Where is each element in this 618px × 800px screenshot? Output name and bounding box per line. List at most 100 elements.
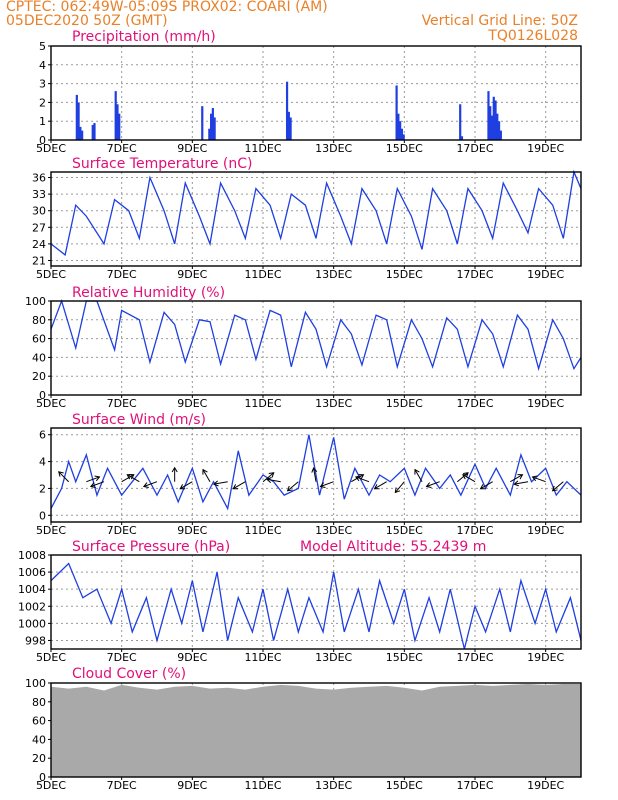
temp-xtick-label: 13DEC <box>315 268 352 281</box>
pres-xtick-label: 19DEC <box>527 651 564 664</box>
precip-bar <box>397 113 400 140</box>
wind-ytick-label: 4 <box>39 456 46 469</box>
cloud-ytick-label: 60 <box>32 715 46 728</box>
precip-bar <box>400 128 403 140</box>
wind-panel: 0 2 4 6 5DEC 7DEC 9DEC 11DEC 13DEC 15DEC 17DEC 19DE… <box>36 427 582 537</box>
wind-arrow-head <box>94 475 101 482</box>
wind-arrow-head <box>354 475 361 482</box>
wind-arrow-head <box>89 482 96 488</box>
pres-xtick-label: 17DEC <box>456 651 493 664</box>
temp-xtick-label: 17DEC <box>456 268 493 281</box>
wind-arrow-head <box>232 484 239 490</box>
wind-arrow <box>121 474 135 483</box>
wind-arrow-head <box>394 487 401 494</box>
precip-ytick-label: 3 <box>39 78 46 91</box>
precip-bar <box>460 136 464 140</box>
wind-arrow <box>552 481 564 492</box>
wind-arrow-head <box>414 468 420 475</box>
pres-frame <box>50 554 582 650</box>
pres-xtick-label: 7DEC <box>107 651 137 664</box>
wind-arrow-head <box>126 474 133 480</box>
precip-bar <box>213 117 216 140</box>
rh-xtick-label: 7DEC <box>107 397 137 410</box>
rh-ytick-label: 40 <box>32 351 46 364</box>
wind-arrow <box>143 481 158 487</box>
cloud-xtick-label: 5DEC <box>36 779 66 792</box>
wind-arrow <box>426 481 440 487</box>
precip-ytick-label: 4 <box>39 59 46 72</box>
precip-bar <box>93 123 96 140</box>
cloud-xtick-label: 17DEC <box>456 779 493 792</box>
wind-arrow <box>287 481 299 492</box>
header-grid-note: Vertical Grid Line: 50Z <box>421 13 578 29</box>
wind-arrow <box>86 476 100 483</box>
wind-arrow <box>90 481 105 487</box>
cloud-panel: 0 20 40 60 80 100 5DEC 7DEC 9DEC 11DEC 13DEC 15DEC 1… <box>25 677 582 792</box>
wind-arrow-head <box>311 466 318 473</box>
precip-bar <box>395 85 398 140</box>
wind-xtick-label: 15DEC <box>386 524 423 537</box>
precip-bar <box>116 104 119 140</box>
precip-title: Precipitation (mm/h) <box>72 29 216 45</box>
precip-bar <box>289 117 292 140</box>
wind-arrow-head <box>513 480 520 487</box>
wind-arrow <box>313 467 317 482</box>
wind-arrow <box>510 474 523 483</box>
temp-xtick-label: 5DEC <box>36 268 66 281</box>
pres-xtick-label: 13DEC <box>315 651 352 664</box>
wind-arrow-head <box>517 474 524 480</box>
rh-ytick-label: 100 <box>25 295 46 308</box>
header-run-time: 05DEC2020 50Z (GMT) <box>6 13 168 29</box>
cloud-ytick-label: 0 <box>39 771 46 784</box>
temp-frame <box>50 171 582 267</box>
wind-arrow <box>179 481 193 490</box>
pres-xtick-label: 15DEC <box>386 651 423 664</box>
precip-bar <box>487 91 490 140</box>
wind-arrow <box>202 469 211 482</box>
temp-xtick-label: 11DEC <box>244 268 281 281</box>
wind-arrow-head <box>479 484 486 490</box>
pres-ytick-label: 1004 <box>18 583 46 596</box>
wind-arrow <box>374 481 387 490</box>
rh-title: Relative Humidity (%) <box>72 285 226 301</box>
header-model-id: TQ0126L028 <box>488 28 578 44</box>
precip-bar <box>91 124 94 140</box>
precip-xtick-label: 17DEC <box>456 142 493 155</box>
cloud-ytick-label: 40 <box>32 733 46 746</box>
wind-arrow <box>532 476 546 483</box>
pres-panel: 998 1000 1002 1004 1006 1008 5DEC 7DEC 9DEC 11DEC… <box>18 549 582 664</box>
wind-arrow <box>414 469 423 482</box>
cloud-area <box>51 683 581 777</box>
temp-ytick-label: 36 <box>32 172 46 185</box>
precip-bar <box>211 108 214 140</box>
rh-series-line <box>50 298 582 372</box>
cloud-xtick-label: 9DEC <box>177 779 207 792</box>
precip-bar <box>490 115 494 140</box>
pres-ytick-label: 1000 <box>18 617 46 630</box>
precip-ytick-label: 1 <box>39 115 46 128</box>
wind-arrow-head <box>551 485 558 492</box>
precip-bar <box>118 113 121 140</box>
precip-frame <box>50 45 582 141</box>
wind-arrow-head <box>212 480 219 487</box>
temp-ytick-label: 30 <box>32 205 46 218</box>
wind-arrow <box>462 474 476 483</box>
precip-bar <box>285 81 289 140</box>
pres-ytick-label: 1002 <box>18 600 46 613</box>
temp-title: Surface Temperature (nC) <box>72 156 253 172</box>
rh-xtick-label: 5DEC <box>36 397 66 410</box>
wind-arrow-head <box>319 482 326 488</box>
temp-ytick-label: 21 <box>32 254 46 267</box>
wind-xtick-label: 13DEC <box>315 524 352 537</box>
precip-bar <box>499 130 502 140</box>
cloud-ytick-label: 20 <box>32 752 46 765</box>
rh-xtick-label: 13DEC <box>315 397 352 410</box>
precip-xtick-label: 5DEC <box>36 142 66 155</box>
model-altitude: Model Altitude: 55.2439 m <box>300 539 487 555</box>
wind-arrow-head <box>202 468 208 475</box>
precip-xtick-label: 7DEC <box>107 142 137 155</box>
pres-ytick-label: 998 <box>25 634 46 647</box>
pres-xtick-label: 5DEC <box>36 651 66 664</box>
cloud-xtick-label: 11DEC <box>244 779 281 792</box>
precip-bar <box>287 111 290 140</box>
